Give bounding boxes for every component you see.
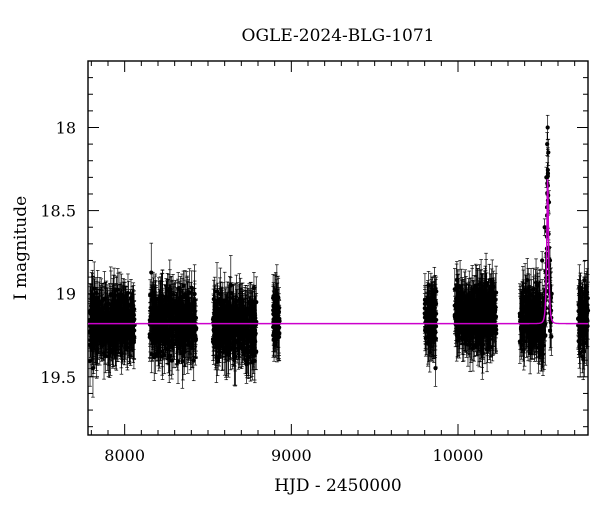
data-point — [107, 336, 111, 340]
data-point — [159, 316, 163, 320]
data-point — [193, 302, 197, 306]
data-point — [189, 332, 193, 336]
data-point — [132, 328, 136, 332]
data-point — [148, 332, 152, 336]
data-point — [162, 353, 166, 357]
data-point — [148, 314, 152, 318]
data-point — [123, 307, 127, 311]
chart-title: OGLE-2024-BLG-1071 — [242, 26, 435, 46]
data-point — [113, 301, 117, 305]
data-point — [102, 351, 106, 355]
data-point — [149, 270, 153, 274]
data-point — [169, 297, 173, 301]
data-point — [126, 335, 130, 339]
data-point — [155, 340, 159, 344]
data-point — [168, 339, 172, 343]
data-point — [175, 328, 179, 332]
data-point — [167, 289, 171, 293]
data-point — [170, 359, 174, 363]
data-point — [110, 324, 114, 328]
data-point — [160, 325, 164, 329]
plot-frame — [88, 61, 588, 435]
data-point — [192, 327, 196, 331]
data-point — [182, 339, 186, 343]
data-point — [186, 299, 190, 303]
data-point — [91, 314, 95, 318]
data-point — [187, 327, 191, 331]
data-point — [113, 345, 117, 349]
data-point — [156, 324, 160, 328]
data-point — [123, 318, 127, 322]
data-point — [106, 354, 110, 358]
data-point — [104, 314, 108, 318]
data-point — [186, 343, 190, 347]
data-point — [179, 310, 183, 314]
data-point — [176, 304, 180, 308]
data-layer — [88, 115, 591, 397]
data-point — [181, 284, 185, 288]
data-point — [119, 327, 123, 331]
data-point — [100, 309, 104, 313]
data-point — [192, 359, 196, 363]
data-point — [101, 330, 105, 334]
data-point — [185, 318, 189, 322]
